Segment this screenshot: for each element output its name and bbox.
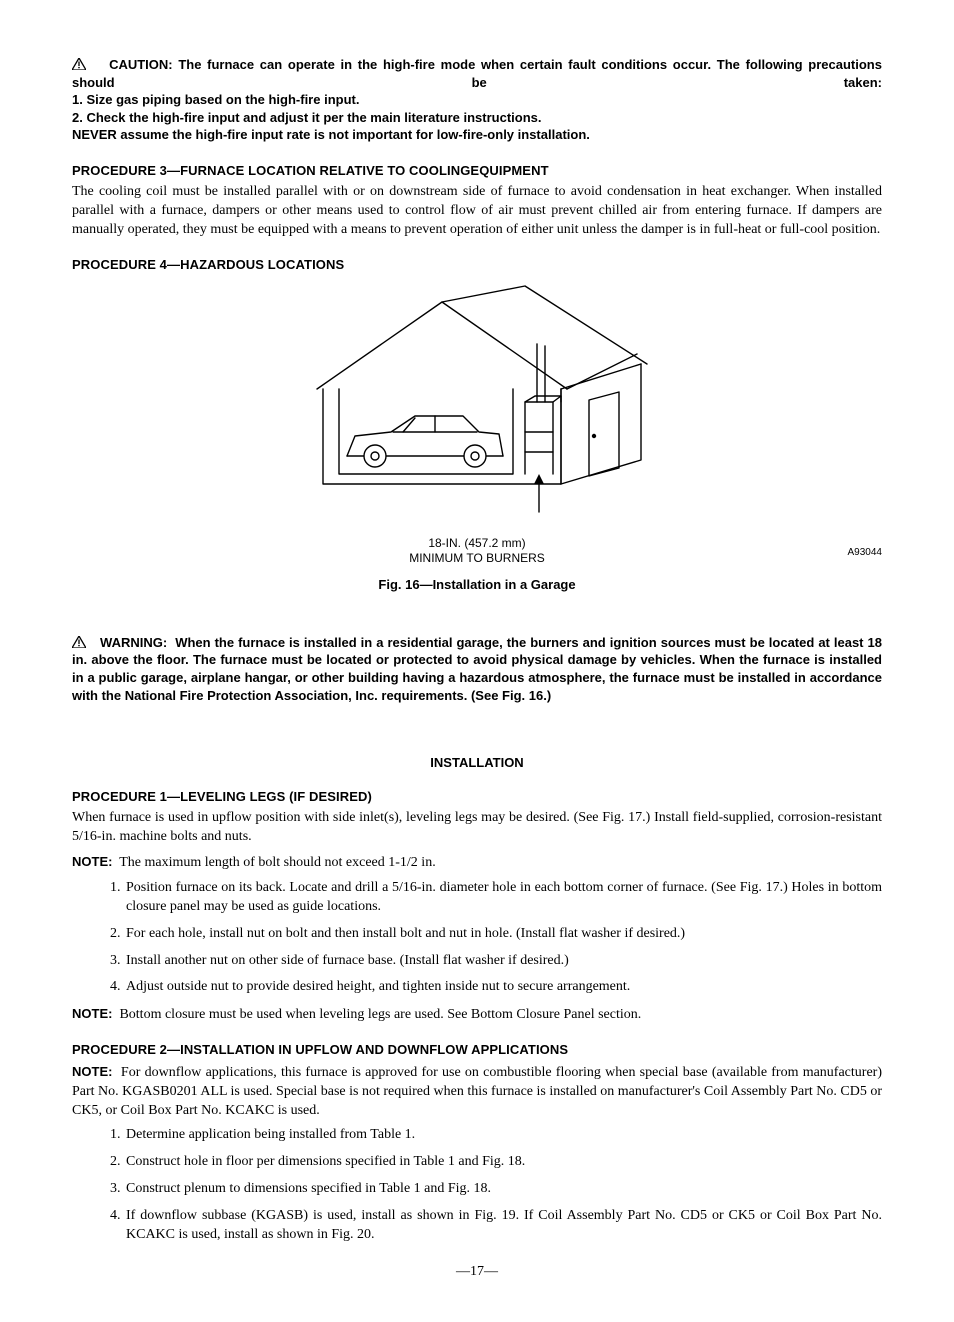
figure-caption: Fig. 16—Installation in a Garage bbox=[72, 576, 882, 594]
note-text: For downflow applications, this furnace … bbox=[72, 1065, 882, 1118]
figure-dimension-labels: 18-IN. (457.2 mm) MINIMUM TO BURNERS bbox=[72, 536, 882, 566]
procedure-3-heading: PROCEDURE 3—FURNACE LOCATION RELATIVE TO… bbox=[72, 162, 882, 180]
procedure-1-note-2: NOTE: Bottom closure must be used when l… bbox=[72, 1005, 882, 1025]
figure-reference-code: A93044 bbox=[848, 546, 882, 560]
procedure-1-body: When furnace is used in upflow position … bbox=[72, 809, 882, 847]
list-item: Install another nut on other side of fur… bbox=[124, 952, 882, 971]
figure-16: 18-IN. (457.2 mm) MINIMUM TO BURNERS A93… bbox=[72, 284, 882, 594]
procedure-2-heading: PROCEDURE 2—INSTALLATION IN UPFLOW AND D… bbox=[72, 1041, 882, 1059]
figure-label-2: MINIMUM TO BURNERS bbox=[409, 551, 545, 565]
procedure-2-steps: Determine application being installed fr… bbox=[72, 1126, 882, 1244]
caution-lead-line: CAUTION: The furnace can operate in the … bbox=[72, 56, 882, 91]
caution-icon bbox=[72, 58, 86, 70]
list-item: For each hole, install nut on bolt and t… bbox=[124, 925, 882, 944]
garage-illustration bbox=[297, 284, 657, 524]
warning-body: When the furnace is installed in a resid… bbox=[72, 635, 882, 703]
caution-block: CAUTION: The furnace can operate in the … bbox=[72, 56, 882, 144]
note-label: NOTE: bbox=[72, 1064, 112, 1079]
warning-icon bbox=[72, 636, 86, 648]
procedure-1-steps: Position furnace on its back. Locate and… bbox=[72, 879, 882, 997]
warning-block: WARNING: When the furnace is installed i… bbox=[72, 634, 882, 704]
note-label: NOTE: bbox=[72, 854, 112, 869]
list-item: Construct hole in floor per dimensions s… bbox=[124, 1153, 882, 1172]
procedure-4-heading: PROCEDURE 4—HAZARDOUS LOCATIONS bbox=[72, 256, 882, 274]
installation-heading: INSTALLATION bbox=[72, 754, 882, 772]
caution-lead: The furnace can operate in the high-fire… bbox=[72, 57, 882, 90]
list-item: Adjust outside nut to provide desired he… bbox=[124, 978, 882, 997]
list-item: Determine application being installed fr… bbox=[124, 1126, 882, 1145]
note-text: Bottom closure must be used when levelin… bbox=[119, 1007, 641, 1022]
note-label: NOTE: bbox=[72, 1006, 112, 1021]
caution-item-1: 1. Size gas piping based on the high-fir… bbox=[72, 91, 882, 109]
note-text: The maximum length of bolt should not ex… bbox=[119, 855, 436, 870]
procedure-3-body: The cooling coil must be installed paral… bbox=[72, 183, 882, 240]
caution-never: NEVER assume the high-fire input rate is… bbox=[72, 126, 882, 144]
warning-label: WARNING: bbox=[100, 635, 167, 650]
caution-item-2: 2. Check the high-fire input and adjust … bbox=[72, 109, 882, 127]
list-item: Construct plenum to dimensions specified… bbox=[124, 1180, 882, 1199]
procedure-2-note: NOTE: For downflow applications, this fu… bbox=[72, 1063, 882, 1121]
procedure-1-note-1: NOTE: The maximum length of bolt should … bbox=[72, 853, 882, 873]
list-item: If downflow subbase (KGASB) is used, ins… bbox=[124, 1207, 882, 1245]
page-number: —17— bbox=[72, 1263, 882, 1282]
procedure-1-heading: PROCEDURE 1—LEVELING LEGS (IF DESIRED) bbox=[72, 788, 882, 806]
caution-label: CAUTION: bbox=[109, 57, 173, 72]
warning-body-line: WARNING: When the furnace is installed i… bbox=[72, 634, 882, 704]
figure-label-1: 18-IN. (457.2 mm) bbox=[428, 536, 525, 550]
list-item: Position furnace on its back. Locate and… bbox=[124, 879, 882, 917]
